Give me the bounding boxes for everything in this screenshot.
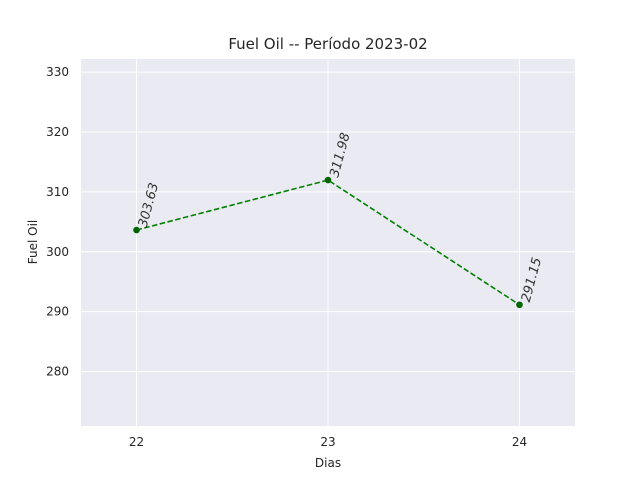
data-points <box>133 176 523 309</box>
chart-title: Fuel Oil -- Período 2023-02 <box>228 35 427 53</box>
y-tick-label: 320 <box>46 125 69 139</box>
series-line <box>136 179 520 306</box>
y-axis-label: Fuel Oil <box>26 220 40 265</box>
data-point <box>133 226 140 234</box>
x-axis-label: Dias <box>315 456 341 470</box>
data-point <box>324 176 332 184</box>
x-tick-label: 22 <box>129 435 144 449</box>
y-tick-label: 310 <box>46 185 69 199</box>
x-tick-label: 23 <box>320 435 335 449</box>
y-tick-label: 300 <box>46 245 69 259</box>
data-point <box>516 301 523 309</box>
y-tick-label: 330 <box>46 65 69 79</box>
y-tick-label: 280 <box>46 365 69 379</box>
y-axis-ticks: 280 290 300 310 320 330 <box>46 65 69 378</box>
y-tick-label: 290 <box>46 305 69 319</box>
x-tick-label: 24 <box>512 435 527 449</box>
x-axis-ticks: 22 23 24 <box>129 435 527 449</box>
grid-lines <box>81 59 575 426</box>
